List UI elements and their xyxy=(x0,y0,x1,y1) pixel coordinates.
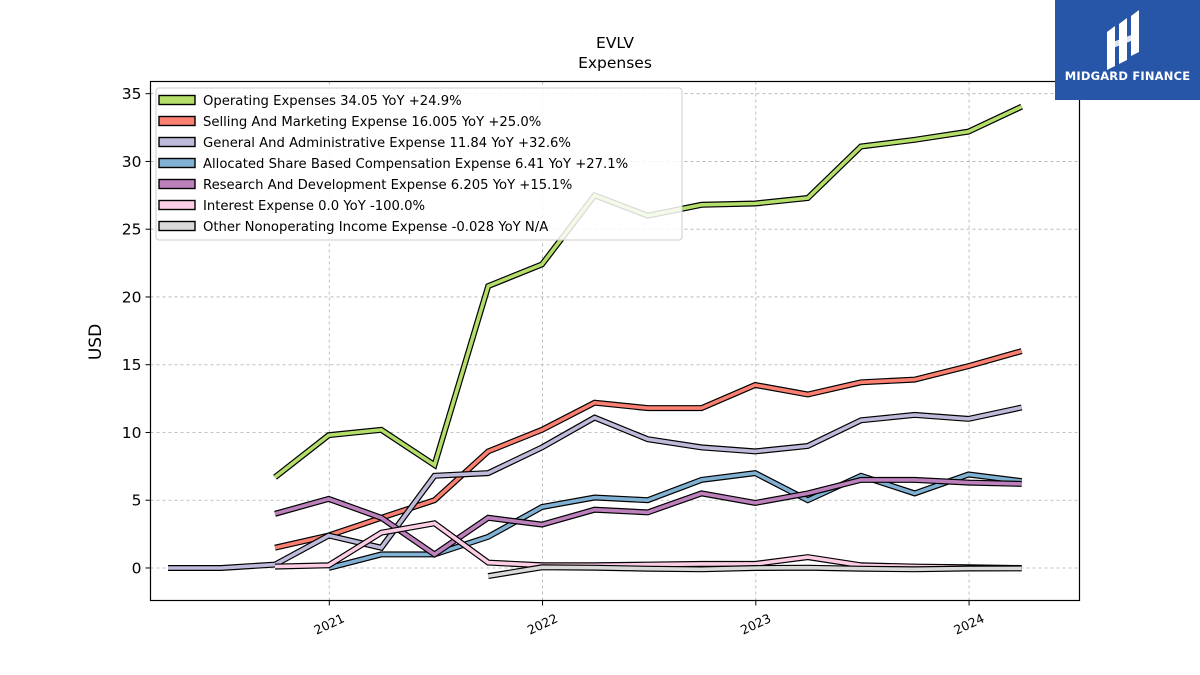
legend-box xyxy=(155,87,683,241)
x-tick-label: 2023 xyxy=(738,611,773,638)
chart-subtitle: Expenses xyxy=(578,54,652,72)
brand-emblem-icon xyxy=(1107,10,1139,70)
x-tick-label: 2021 xyxy=(311,611,346,638)
y-tick-label: 0 xyxy=(132,559,142,577)
plot-area xyxy=(168,103,1023,580)
series-line-general-and-administrative-expense xyxy=(168,405,1023,570)
brand-logo: MIDGARD FINANCE xyxy=(1055,0,1200,100)
y-tick-label: 25 xyxy=(122,221,142,239)
y-tick-label: 35 xyxy=(122,85,142,103)
legend-swatch xyxy=(158,115,196,127)
series-line-selling-and-marketing-expense xyxy=(274,349,1023,550)
legend-label: Operating Expenses 34.05 YoY +24.9% xyxy=(203,94,462,109)
legend-label: Research And Development Expense 6.205 Y… xyxy=(203,178,572,193)
legend-swatch xyxy=(158,220,196,232)
y-tick-label: 15 xyxy=(122,356,142,374)
legend-swatch xyxy=(158,94,196,106)
chart-title: EVLV xyxy=(596,34,634,52)
legend-swatch xyxy=(158,178,196,190)
legend-label: Other Nonoperating Income Expense -0.028… xyxy=(203,220,548,235)
y-tick-label: 20 xyxy=(122,288,142,306)
legend: Operating Expenses 34.05 YoY +24.9% Selli… xyxy=(155,87,683,241)
legend-label: Allocated Share Based Compensation Expen… xyxy=(203,157,628,172)
legend-swatch xyxy=(158,136,196,148)
brand-name: MIDGARD FINANCE xyxy=(1064,69,1191,83)
y-tick-label: 30 xyxy=(122,153,142,171)
legend-swatch xyxy=(158,157,196,169)
x-tick-label: 2022 xyxy=(525,611,560,638)
series-line-other-nonoperating-income-expense xyxy=(487,565,1022,578)
y-axis-label: USD xyxy=(86,324,106,360)
y-axis-ticks: 0 5 10 15 20 25 30 35 xyxy=(122,85,151,577)
legend-label: Interest Expense 0.0 YoY -100.0% xyxy=(203,199,425,214)
y-tick-label: 10 xyxy=(122,424,142,442)
legend-swatch xyxy=(158,199,196,211)
series-line-interest-expense xyxy=(274,521,1022,570)
legend-label: Selling And Marketing Expense 16.005 YoY… xyxy=(203,115,541,130)
plot-frame xyxy=(149,80,1081,602)
legend-label: General And Administrative Expense 11.84… xyxy=(203,136,571,151)
x-tick-label: 2024 xyxy=(951,611,986,638)
x-axis-ticks: 2021 2022 2023 2024 xyxy=(311,600,986,638)
y-tick-label: 5 xyxy=(132,492,142,510)
